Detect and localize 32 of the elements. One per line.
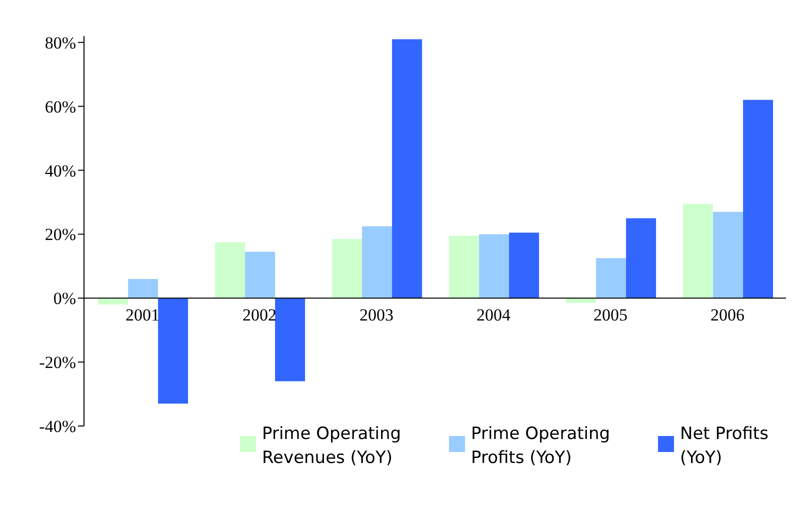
bar bbox=[128, 278, 158, 298]
x-tick-label: 2006 bbox=[710, 305, 744, 324]
bar bbox=[245, 252, 276, 298]
bar bbox=[743, 100, 774, 298]
bar bbox=[449, 236, 480, 298]
x-tick-label: 2003 bbox=[360, 305, 394, 324]
bar bbox=[362, 226, 392, 298]
bar bbox=[332, 238, 362, 298]
x-tick-label: 2004 bbox=[476, 305, 511, 324]
x-tick-label: 2005 bbox=[594, 305, 628, 324]
legend-label: Prime Operating Profits (YoY) bbox=[471, 423, 612, 470]
legend-label: Prime Operating Revenues (YoY) bbox=[262, 423, 402, 470]
bar bbox=[566, 298, 596, 303]
bar bbox=[626, 218, 656, 298]
bar bbox=[158, 298, 188, 404]
y-tick-label: -40% bbox=[39, 417, 76, 436]
bar bbox=[392, 39, 422, 298]
bar bbox=[479, 234, 510, 298]
y-tick-label: 60% bbox=[44, 97, 76, 116]
y-tick-label: 0% bbox=[53, 289, 76, 308]
y-tick-label: -20% bbox=[39, 353, 76, 372]
bar bbox=[98, 298, 128, 305]
bar bbox=[713, 212, 744, 298]
bar bbox=[509, 232, 540, 298]
bar bbox=[596, 258, 626, 298]
legend-label: Net Profits (YoY) bbox=[680, 423, 770, 470]
bar bbox=[215, 242, 246, 298]
bar bbox=[683, 204, 714, 298]
bar bbox=[275, 298, 306, 382]
y-tick-label: 40% bbox=[44, 161, 76, 180]
y-tick-label: 20% bbox=[44, 225, 76, 244]
y-tick-label: 80% bbox=[44, 33, 76, 52]
